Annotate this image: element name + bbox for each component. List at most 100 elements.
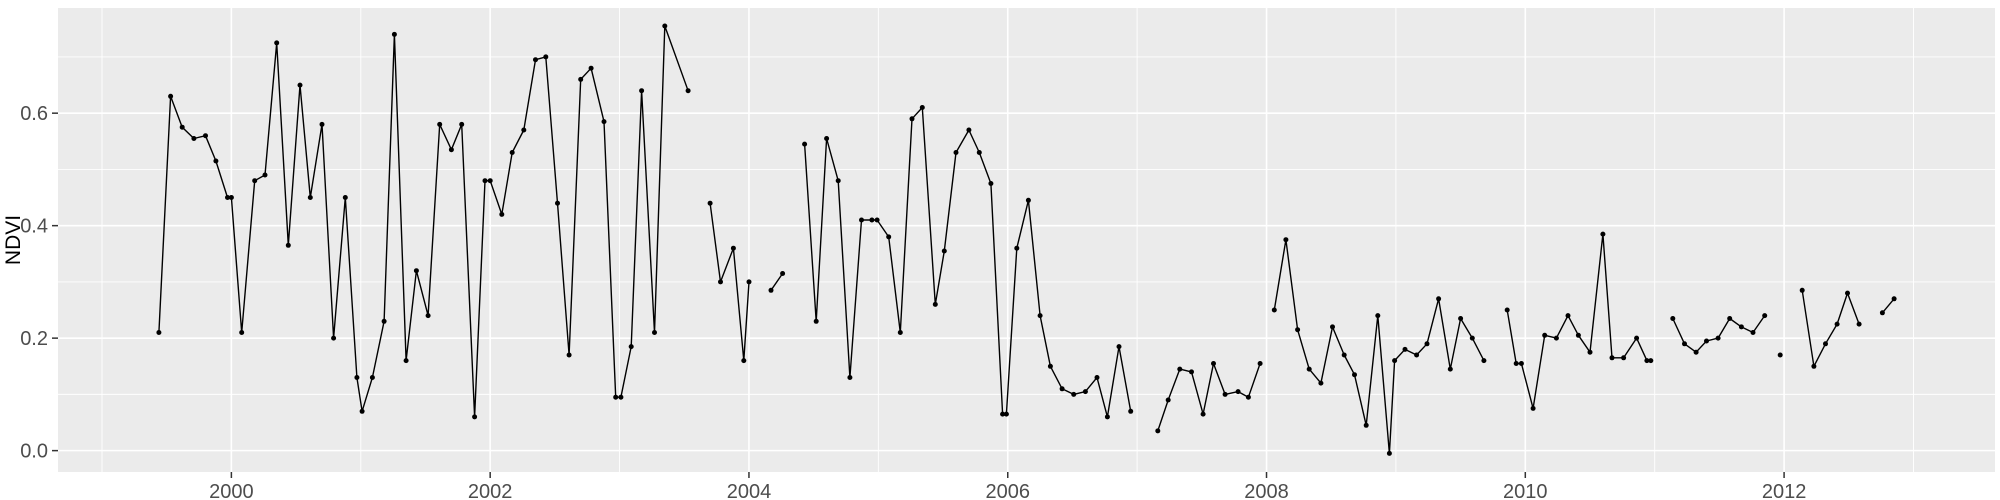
data-point	[618, 394, 624, 400]
data-point	[1177, 366, 1183, 372]
data-point	[156, 330, 162, 335]
data-point	[1245, 394, 1251, 400]
data-point	[459, 121, 465, 127]
data-point	[1306, 366, 1312, 372]
data-point	[1392, 358, 1398, 364]
data-point	[847, 375, 853, 380]
data-point	[1715, 335, 1721, 341]
data-point	[521, 127, 527, 133]
data-point	[1670, 316, 1676, 321]
x-tick-label: 2010	[1503, 481, 1548, 500]
data-point	[685, 88, 691, 94]
data-point	[1553, 335, 1559, 341]
data-point	[1891, 296, 1897, 302]
x-tick-label: 2008	[1244, 481, 1289, 500]
data-point	[1059, 386, 1065, 392]
data-point	[1037, 313, 1043, 319]
data-point	[482, 178, 488, 184]
data-point	[966, 127, 972, 133]
y-tick-label: 0.2	[20, 328, 48, 350]
data-point	[1386, 450, 1392, 456]
data-point	[1682, 341, 1687, 347]
data-point	[1609, 355, 1615, 361]
data-point	[391, 31, 397, 37]
data-point	[1341, 352, 1347, 358]
data-point	[1879, 310, 1885, 316]
data-point	[1094, 375, 1100, 380]
data-point	[413, 268, 419, 274]
data-point	[1128, 408, 1134, 414]
series-line-segment	[1801, 289, 1860, 367]
data-point	[1414, 352, 1420, 358]
data-point	[566, 352, 572, 358]
data-point	[252, 178, 258, 184]
data-point	[1644, 358, 1650, 364]
data-point	[1777, 352, 1783, 358]
series-line-segment	[1273, 238, 1485, 455]
data-point	[953, 150, 959, 155]
data-point	[359, 408, 365, 414]
data-point	[897, 330, 903, 335]
data-point	[1402, 346, 1408, 352]
data-point	[1542, 332, 1548, 338]
data-point	[543, 54, 549, 60]
data-point	[1000, 411, 1006, 417]
data-point	[179, 124, 185, 130]
data-point	[919, 105, 925, 110]
data-point	[499, 211, 505, 217]
data-point	[262, 172, 268, 178]
series-line-segment	[1157, 362, 1261, 432]
data-point	[331, 335, 337, 341]
data-point	[1727, 316, 1733, 321]
x-tick-label: 2000	[209, 481, 254, 500]
data-point	[354, 375, 360, 380]
data-point	[448, 147, 454, 153]
data-point	[988, 181, 994, 186]
data-point	[285, 242, 291, 248]
data-point	[909, 116, 915, 122]
data-point	[768, 287, 774, 293]
data-point	[509, 150, 515, 155]
data-point	[813, 318, 819, 324]
data-point	[1222, 391, 1228, 397]
data-point	[274, 40, 280, 46]
data-point	[1104, 414, 1110, 420]
data-point	[859, 217, 864, 223]
data-point	[1648, 358, 1654, 364]
data-point	[869, 217, 875, 223]
data-point	[1845, 290, 1850, 296]
data-point	[601, 119, 607, 125]
data-point	[533, 57, 538, 63]
data-point	[191, 136, 197, 141]
data-point	[437, 121, 443, 127]
series-line-segment	[770, 272, 784, 291]
data-point	[835, 178, 841, 184]
data-point	[1513, 361, 1519, 366]
data-point	[1738, 324, 1744, 330]
data-point	[613, 394, 619, 400]
data-point	[1235, 389, 1241, 395]
data-point	[1047, 363, 1053, 369]
data-point	[1189, 369, 1194, 375]
data-point	[1271, 307, 1277, 313]
data-point	[1082, 389, 1088, 395]
data-point	[168, 93, 174, 99]
data-point	[662, 23, 668, 29]
data-point	[941, 248, 947, 254]
data-point	[718, 279, 723, 285]
data-point	[1600, 231, 1606, 237]
data-point	[1469, 335, 1475, 341]
data-point	[228, 195, 234, 200]
data-point	[874, 217, 880, 223]
data-point	[1811, 363, 1817, 369]
data-point	[1025, 197, 1031, 203]
data-point	[741, 358, 747, 364]
data-point	[1375, 313, 1381, 319]
data-point	[588, 65, 594, 71]
data-point	[1704, 338, 1709, 344]
data-point	[472, 414, 478, 420]
data-point	[578, 76, 584, 82]
data-point	[1458, 316, 1464, 321]
